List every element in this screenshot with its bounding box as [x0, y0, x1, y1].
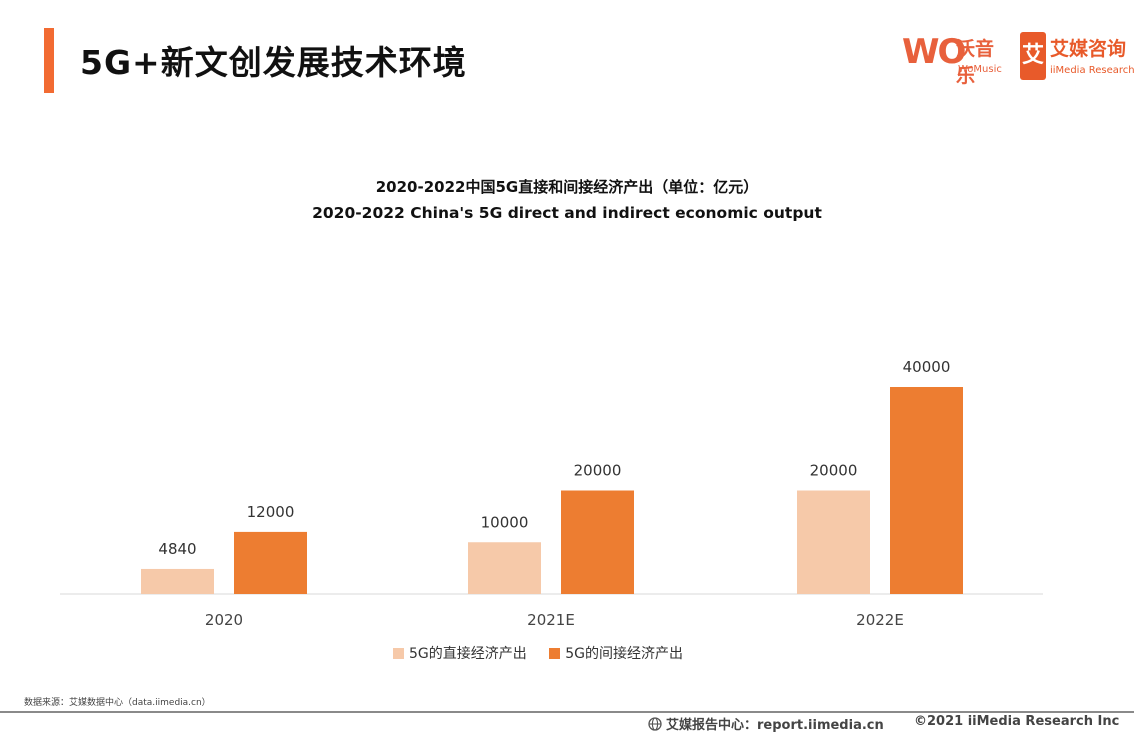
bar-direct-2020: [141, 568, 214, 594]
legend-label-indirect: 5G的间接经济产出: [565, 646, 683, 662]
footer-copyright: ©2021 iiMedia Research Inc: [914, 714, 1120, 729]
x-tick-label-2022E: 2022E: [856, 611, 904, 629]
legend-item-indirect: 5G的间接经济产出: [549, 643, 683, 663]
bar-direct-2022E: [797, 490, 870, 594]
bar-indirect-2020: [234, 531, 307, 594]
globe-icon: [648, 717, 662, 731]
legend-item-direct: 5G的直接经济产出: [393, 643, 527, 663]
x-tick-label-2021E: 2021E: [527, 611, 575, 629]
data-label-direct-2022E: 20000: [810, 462, 858, 480]
womusic-logo: WO 沃音乐 WoMusic: [902, 30, 1012, 87]
iimedia-logo: 艾 艾媒咨询 iiMedia Research: [1020, 30, 1134, 82]
chart-subtitle: 2020-2022 China's 5G direct and indirect…: [312, 204, 822, 222]
bar-indirect-2022E: [890, 387, 963, 594]
bar-indirect-2021E: [561, 490, 634, 594]
womusic-logo-mark: WO: [902, 32, 966, 72]
data-label-indirect-2021E: 20000: [574, 462, 622, 480]
footer-report-site: 艾媒报告中心：report.iimedia.cn: [648, 714, 884, 733]
legend-label-direct: 5G的直接经济产出: [409, 646, 527, 662]
chart-title: 2020-2022中国5G直接和间接经济产出（单位：亿元）: [375, 178, 759, 196]
footer-site-text: 艾媒报告中心：report.iimedia.cn: [666, 718, 884, 733]
footer-divider: [0, 711, 1134, 713]
iimedia-logo-name: 艾媒咨询: [1050, 38, 1127, 60]
data-label-indirect-2022E: 40000: [903, 358, 951, 376]
data-source-note: 数据来源：艾媒数据中心（data.iimedia.cn）: [24, 698, 211, 708]
bar-direct-2021E: [468, 542, 541, 594]
iimedia-logo-mark: 艾: [1020, 32, 1046, 80]
legend-swatch-indirect: [549, 648, 561, 659]
data-label-indirect-2020: 12000: [247, 503, 295, 521]
data-label-direct-2020: 4840: [158, 540, 196, 558]
page-title: 5G+新文创发展技术环境: [80, 43, 467, 82]
womusic-logo-en: WoMusic: [958, 64, 1002, 75]
x-tick-label-2020: 2020: [205, 611, 243, 629]
womusic-logo-name: 沃音乐: [956, 38, 995, 87]
title-accent-bar: [44, 28, 54, 93]
legend-swatch-direct: [393, 648, 404, 659]
chart-legend: 5G的直接经济产出 5G的间接经济产出: [393, 643, 701, 663]
data-label-direct-2021E: 10000: [481, 513, 529, 531]
iimedia-logo-en: iiMedia Research: [1050, 65, 1134, 76]
